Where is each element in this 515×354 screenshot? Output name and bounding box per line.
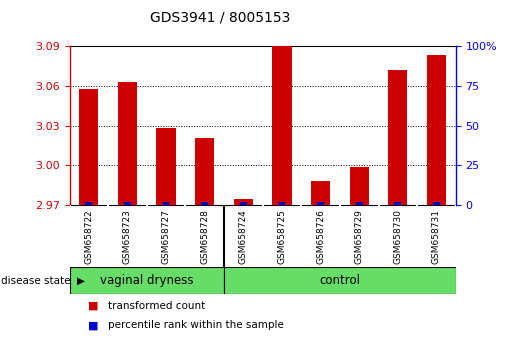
Bar: [317, 202, 324, 205]
Text: disease state  ▶: disease state ▶: [1, 275, 85, 286]
Bar: [433, 202, 440, 205]
Bar: [79, 88, 98, 205]
Text: GSM658731: GSM658731: [432, 209, 441, 264]
Text: GSM658726: GSM658726: [316, 209, 325, 264]
Bar: [427, 55, 446, 205]
Bar: [195, 138, 214, 205]
Bar: [70, 267, 224, 294]
Text: GSM658727: GSM658727: [162, 209, 170, 264]
Bar: [163, 202, 169, 205]
Bar: [234, 199, 253, 205]
Text: GSM658730: GSM658730: [393, 209, 402, 264]
Text: transformed count: transformed count: [108, 301, 205, 311]
Bar: [272, 46, 291, 205]
Text: ■: ■: [88, 320, 98, 330]
Text: vaginal dryness: vaginal dryness: [100, 274, 194, 287]
Bar: [124, 202, 131, 205]
Bar: [85, 202, 92, 205]
Bar: [388, 70, 407, 205]
Text: ■: ■: [88, 301, 98, 311]
Text: percentile rank within the sample: percentile rank within the sample: [108, 320, 284, 330]
Text: GSM658723: GSM658723: [123, 209, 132, 264]
Bar: [240, 202, 247, 205]
Text: GSM658725: GSM658725: [278, 209, 286, 264]
Bar: [350, 167, 369, 205]
Text: GSM658729: GSM658729: [355, 209, 364, 264]
Text: GSM658728: GSM658728: [200, 209, 209, 264]
Bar: [394, 202, 401, 205]
Text: GSM658722: GSM658722: [84, 209, 93, 264]
Bar: [311, 182, 330, 205]
Bar: [224, 267, 456, 294]
Text: GSM658724: GSM658724: [239, 209, 248, 264]
Text: control: control: [319, 274, 360, 287]
Bar: [118, 82, 137, 205]
Bar: [157, 129, 176, 205]
Bar: [356, 202, 363, 205]
Bar: [279, 202, 285, 205]
Text: GDS3941 / 8005153: GDS3941 / 8005153: [150, 11, 291, 25]
Bar: [201, 202, 208, 205]
